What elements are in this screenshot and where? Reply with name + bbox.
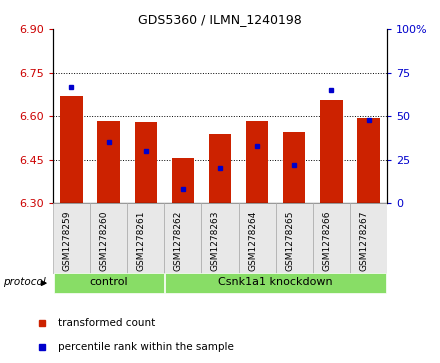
Bar (172, 158, 194, 203)
Text: GSM1278261: GSM1278261 (137, 210, 146, 271)
Text: protocol: protocol (3, 277, 45, 287)
Title: GDS5360 / ILMN_1240198: GDS5360 / ILMN_1240198 (138, 13, 302, 26)
Text: control: control (89, 277, 128, 287)
Text: GSM1278264: GSM1278264 (248, 210, 257, 271)
Text: GSM1278263: GSM1278263 (211, 210, 220, 271)
Text: GSM1278259: GSM1278259 (62, 210, 71, 271)
Bar (246, 121, 268, 203)
FancyBboxPatch shape (164, 203, 202, 274)
Bar (209, 134, 231, 203)
Text: transformed count: transformed count (58, 318, 155, 328)
FancyBboxPatch shape (165, 273, 386, 293)
FancyBboxPatch shape (53, 203, 90, 274)
Text: GSM1278266: GSM1278266 (323, 210, 331, 271)
FancyBboxPatch shape (276, 203, 313, 274)
FancyBboxPatch shape (127, 203, 164, 274)
FancyBboxPatch shape (202, 203, 238, 274)
FancyBboxPatch shape (238, 203, 276, 274)
Bar (60, 96, 83, 203)
Text: GSM1278265: GSM1278265 (285, 210, 294, 271)
Bar (135, 122, 157, 203)
Bar (97, 121, 120, 203)
Text: GSM1278260: GSM1278260 (99, 210, 109, 271)
Bar (283, 132, 305, 203)
FancyBboxPatch shape (313, 203, 350, 274)
Text: percentile rank within the sample: percentile rank within the sample (58, 342, 234, 352)
Text: GSM1278262: GSM1278262 (174, 210, 183, 271)
Bar (357, 118, 380, 203)
Text: Csnk1a1 knockdown: Csnk1a1 knockdown (218, 277, 333, 287)
Bar (320, 100, 343, 203)
FancyBboxPatch shape (54, 273, 164, 293)
Text: GSM1278267: GSM1278267 (359, 210, 369, 271)
FancyBboxPatch shape (350, 203, 387, 274)
FancyBboxPatch shape (90, 203, 127, 274)
